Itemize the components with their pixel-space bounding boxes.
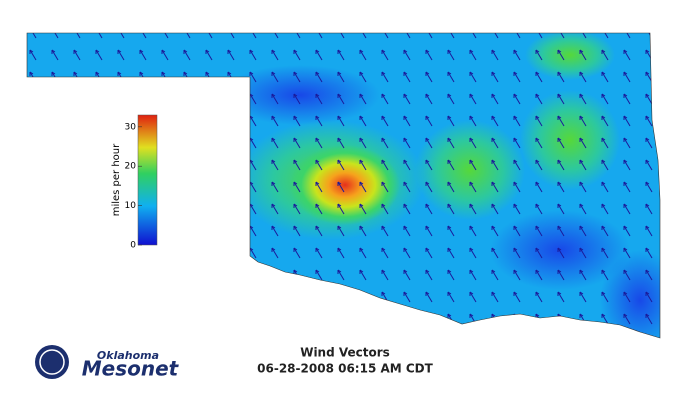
color-bar bbox=[137, 114, 158, 246]
state-outline bbox=[26, 32, 661, 339]
logo-bottom: Mesonet bbox=[82, 357, 180, 381]
title: Wind Vectors bbox=[300, 346, 390, 360]
tick-label: 30 bbox=[125, 122, 137, 132]
logo: Oklahoma Mesonet bbox=[35, 345, 180, 381]
tick-label: 0 bbox=[130, 241, 136, 251]
tick-label: 10 bbox=[125, 201, 137, 211]
timestamp: 06-28-2008 06:15 AM CDT bbox=[257, 362, 433, 376]
legend-label: miles per hour bbox=[111, 143, 122, 216]
logo-top: Oklahoma bbox=[97, 349, 159, 362]
legend-ticks: 0 10 20 30 bbox=[125, 122, 142, 251]
tick-label: 20 bbox=[125, 162, 137, 172]
logo-ring bbox=[39, 349, 65, 375]
